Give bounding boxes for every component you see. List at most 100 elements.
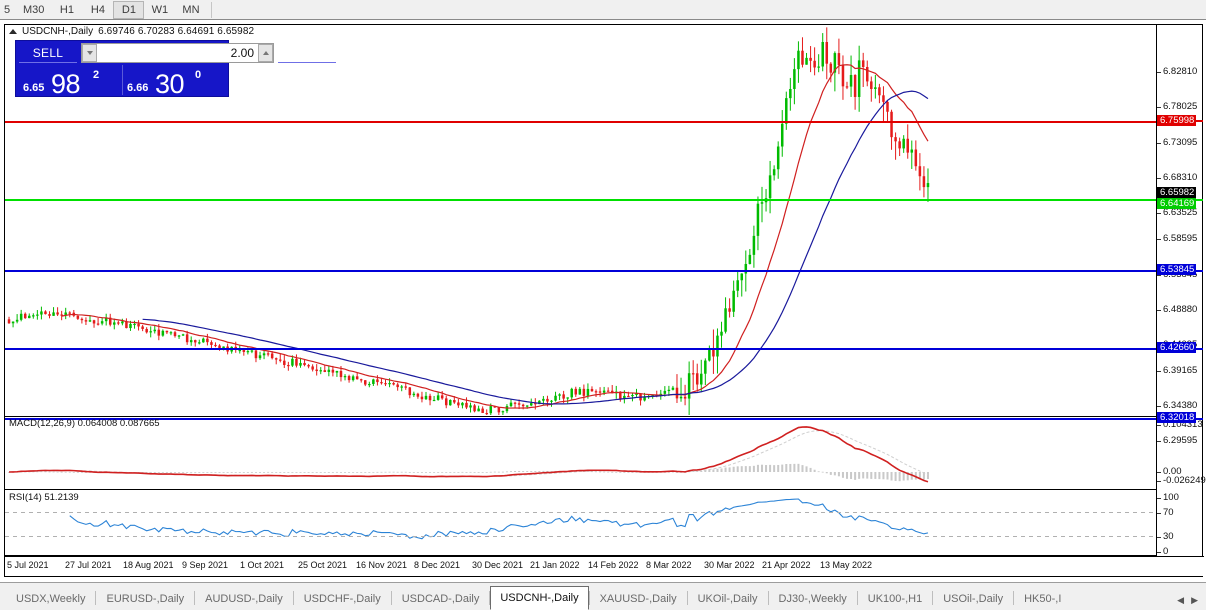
tab-separator bbox=[95, 591, 97, 605]
price-tick: 6.82810 bbox=[1157, 66, 1197, 77]
tab-separator bbox=[292, 591, 294, 605]
volume-input[interactable] bbox=[97, 44, 258, 62]
sell-price-fraction: 2 bbox=[93, 69, 100, 81]
price-tick: 6.73095 bbox=[1157, 137, 1197, 148]
level-line-blue-1[interactable] bbox=[5, 270, 1157, 272]
buy-price-main: 30 bbox=[155, 69, 185, 96]
tab-separator bbox=[856, 591, 858, 605]
volume-increment-button[interactable] bbox=[258, 44, 273, 62]
volume-decrement-button[interactable] bbox=[82, 44, 97, 62]
level-line-blue-2[interactable] bbox=[5, 348, 1157, 350]
chart-tab-audusd-daily[interactable]: AUDUSD-,Daily bbox=[205, 593, 283, 605]
timeframe-button-m30[interactable]: M30 bbox=[16, 1, 51, 19]
chart-tab-eurusd-daily[interactable]: EURUSD-,Daily bbox=[106, 593, 185, 605]
tab-scroll-arrows: ◀ ▶ bbox=[1177, 595, 1206, 610]
macd-pane[interactable]: MACD(12,26,9) 0.064008 0.087665 bbox=[5, 416, 1157, 490]
macd-chart bbox=[8, 426, 929, 483]
timeframe-button-h1[interactable]: H1 bbox=[51, 1, 82, 19]
rsi-axis-tick: 70 bbox=[1157, 507, 1174, 518]
tab-separator bbox=[390, 591, 392, 605]
date-tick: 21 Apr 2022 bbox=[762, 560, 811, 570]
chart-tab-uk100-h1[interactable]: UK100-,H1 bbox=[867, 593, 923, 605]
date-tick: 1 Oct 2021 bbox=[240, 560, 285, 570]
timeframe-toolbar: 5 M30 H1 H4 D1 W1 MN bbox=[0, 0, 1206, 20]
timeframe-button-mn[interactable]: MN bbox=[175, 1, 206, 19]
price-tick: 6.68310 bbox=[1157, 172, 1197, 183]
price-axis[interactable]: 6.82810 6.78025 6.73095 6.68310 6.63525 6.585… bbox=[1156, 25, 1206, 557]
candlestick-chart bbox=[7, 27, 930, 415]
tab-separator bbox=[489, 591, 491, 605]
date-tick: 25 Oct 2021 bbox=[298, 560, 348, 570]
level-price-label-1[interactable]: 6.53845 bbox=[1157, 264, 1197, 275]
timeframe-label-h4: H4 bbox=[90, 3, 105, 16]
sell-price-display[interactable]: 6.65 98 2 bbox=[19, 65, 117, 95]
resistance-price-label[interactable]: 6.75998 bbox=[1157, 115, 1197, 126]
resistance-line-red[interactable] bbox=[5, 121, 1157, 123]
tab-separator bbox=[932, 591, 934, 605]
buy-button-label: BUY bbox=[294, 45, 320, 60]
chart-tab-usdx-weekly[interactable]: USDX,Weekly bbox=[16, 593, 86, 605]
timeframe-button-d1[interactable]: D1 bbox=[113, 0, 145, 19]
chart-window[interactable]: USDCNH-,Daily 6.69746 6.70283 6.64691 6.… bbox=[4, 24, 1206, 577]
price-tick: 6.29595 bbox=[1157, 435, 1197, 446]
collapse-triangle-icon[interactable] bbox=[9, 29, 17, 34]
price-tick: 6.63525 bbox=[1157, 207, 1197, 218]
chart-tab-usdcnh-daily[interactable]: USDCNH-,Daily bbox=[490, 586, 589, 610]
scroll-left-icon[interactable]: ◀ bbox=[1177, 595, 1185, 605]
tab-separator bbox=[1013, 591, 1015, 605]
macd-axis-tick: 0.104313 bbox=[1157, 419, 1203, 430]
date-tick: 27 Jul 2021 bbox=[65, 560, 112, 570]
date-tick: 8 Dec 2021 bbox=[414, 560, 461, 570]
sell-price-main: 98 bbox=[51, 69, 81, 96]
chevron-down-icon bbox=[86, 51, 93, 55]
date-tick: 30 Dec 2021 bbox=[472, 560, 524, 570]
buy-price-display[interactable]: 6.66 30 0 bbox=[122, 65, 225, 95]
timeframe-button-h4[interactable]: H4 bbox=[82, 1, 113, 19]
tab-separator bbox=[767, 591, 769, 605]
chart-tab-usdchf-daily[interactable]: USDCHF-,Daily bbox=[303, 593, 381, 605]
timeframe-button-w1[interactable]: W1 bbox=[144, 1, 175, 19]
support-line-green[interactable] bbox=[5, 199, 1157, 201]
rsi-axis-tick: 0 bbox=[1157, 546, 1168, 557]
sell-price-prefix: 6.65 bbox=[23, 82, 45, 94]
level-line-blue-3[interactable] bbox=[5, 418, 1157, 420]
chart-symbol-label: USDCNH-,Daily bbox=[22, 26, 94, 37]
chart-tab-usoil-daily[interactable]: USOil-,Daily bbox=[943, 593, 1004, 605]
chart-tab-xauusd-daily[interactable]: XAUUSD-,Daily bbox=[599, 593, 677, 605]
volume-stepper[interactable] bbox=[81, 43, 274, 63]
one-click-trade-panel[interactable]: SELL BUY 6.65 98 bbox=[15, 40, 336, 97]
price-pane[interactable] bbox=[5, 25, 1157, 420]
level-price-label-2[interactable]: 6.42660 bbox=[1157, 342, 1197, 353]
date-tick: 18 Aug 2021 bbox=[123, 560, 174, 570]
macd-axis-tick: -0.026249 bbox=[1157, 475, 1206, 486]
timeframe-label-d1: D1 bbox=[121, 3, 136, 16]
chart-tab-dj30-weekly[interactable]: DJ30-,Weekly bbox=[778, 593, 847, 605]
date-tick: 9 Sep 2021 bbox=[182, 560, 229, 570]
level-price-label-3[interactable]: 6.32018 bbox=[1157, 412, 1197, 423]
current-price-label[interactable]: 6.65982 bbox=[1157, 187, 1197, 198]
date-tick: 30 Mar 2022 bbox=[704, 560, 755, 570]
scroll-right-icon[interactable]: ▶ bbox=[1191, 595, 1198, 605]
buy-button[interactable]: BUY bbox=[278, 43, 336, 63]
tab-separator bbox=[194, 591, 196, 605]
timeframe-label-m5: 5 bbox=[3, 3, 11, 16]
chart-tab-hk50-i[interactable]: HK50-,I bbox=[1024, 593, 1062, 605]
buy-price-fraction: 0 bbox=[195, 69, 202, 81]
support-price-label[interactable]: 6.64169 bbox=[1157, 198, 1197, 209]
chart-tab-usdcad-daily[interactable]: USDCAD-,Daily bbox=[401, 593, 480, 605]
rsi-chart bbox=[69, 498, 929, 540]
tab-separator bbox=[588, 591, 590, 605]
chart-tab-bar: USDX,Weekly EURUSD-,Daily AUDUSD-,Daily USD… bbox=[0, 582, 1206, 610]
timeframe-label-w1: W1 bbox=[151, 3, 169, 16]
rsi-pane[interactable]: RSI(14) 51.2139 bbox=[5, 491, 1157, 556]
price-tick: 6.78025 bbox=[1157, 101, 1197, 112]
timeframe-button-m5[interactable]: 5 bbox=[0, 1, 16, 19]
sell-button[interactable]: SELL bbox=[19, 43, 77, 63]
chart-tab-ukoil-daily[interactable]: UKOil-,Daily bbox=[697, 593, 758, 605]
sell-button-label: SELL bbox=[32, 45, 64, 60]
date-tick: 21 Jan 2022 bbox=[530, 560, 580, 570]
price-tick: 6.58595 bbox=[1157, 233, 1197, 244]
date-axis[interactable]: 5 Jul 2021 27 Jul 2021 18 Aug 2021 9 Sep 20… bbox=[5, 556, 1204, 576]
price-tick: 6.48880 bbox=[1157, 304, 1197, 315]
